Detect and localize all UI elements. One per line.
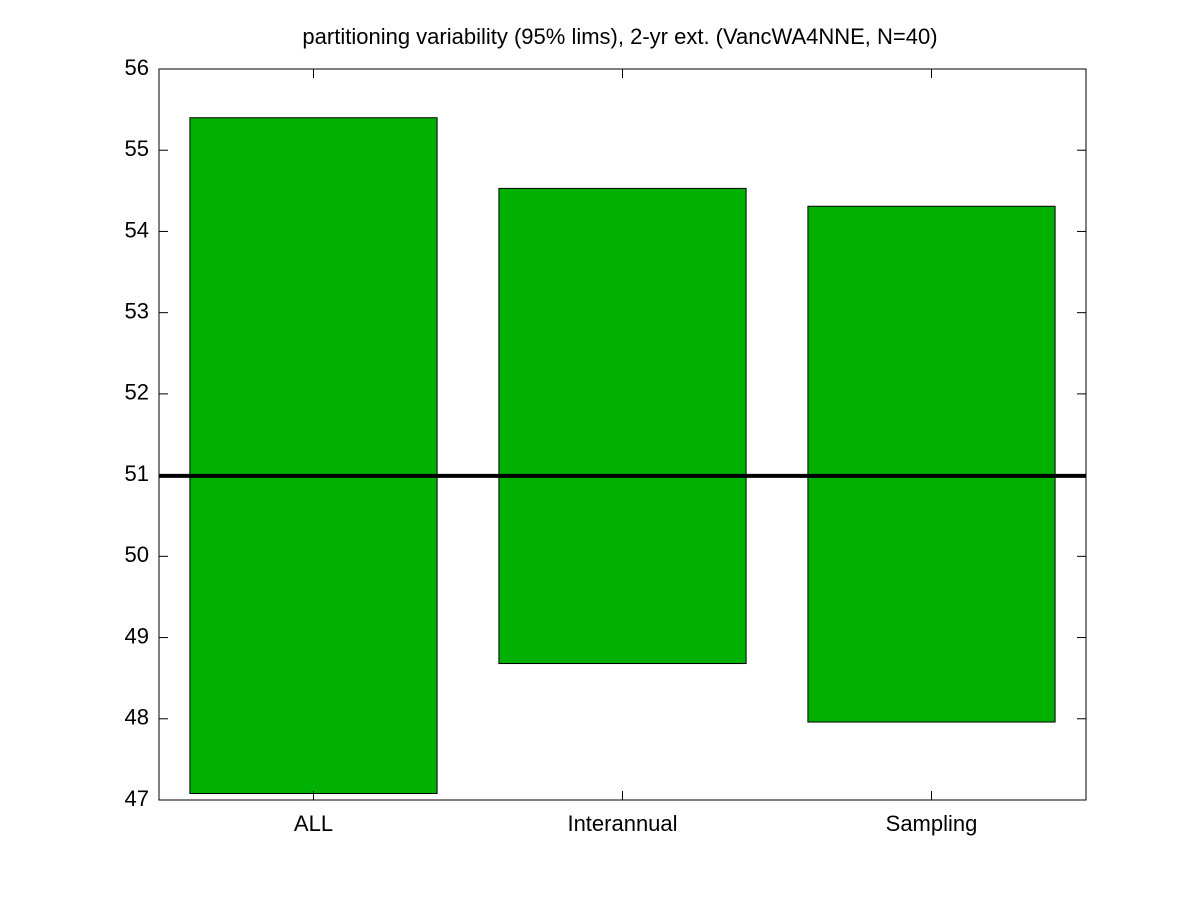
y-tick-label: 52 (125, 380, 149, 405)
y-tick-label: 53 (125, 298, 149, 323)
chart-title: partitioning variability (95% lims), 2-y… (302, 24, 937, 49)
y-tick-label: 54 (125, 217, 149, 242)
bar (498, 187, 747, 665)
y-tick-label: 50 (125, 542, 149, 567)
bar (189, 117, 438, 795)
y-tick-label: 49 (125, 623, 149, 648)
x-tick-label: ALL (294, 811, 333, 836)
x-tick-label: Sampling (886, 811, 978, 836)
y-tick-label: 47 (125, 786, 149, 811)
y-tick-label: 48 (125, 705, 149, 730)
bar (807, 205, 1056, 723)
y-tick-label: 56 (125, 55, 149, 80)
x-tick-label: Interannual (567, 811, 677, 836)
y-tick-label: 55 (125, 136, 149, 161)
y-tick-label: 51 (125, 461, 149, 486)
